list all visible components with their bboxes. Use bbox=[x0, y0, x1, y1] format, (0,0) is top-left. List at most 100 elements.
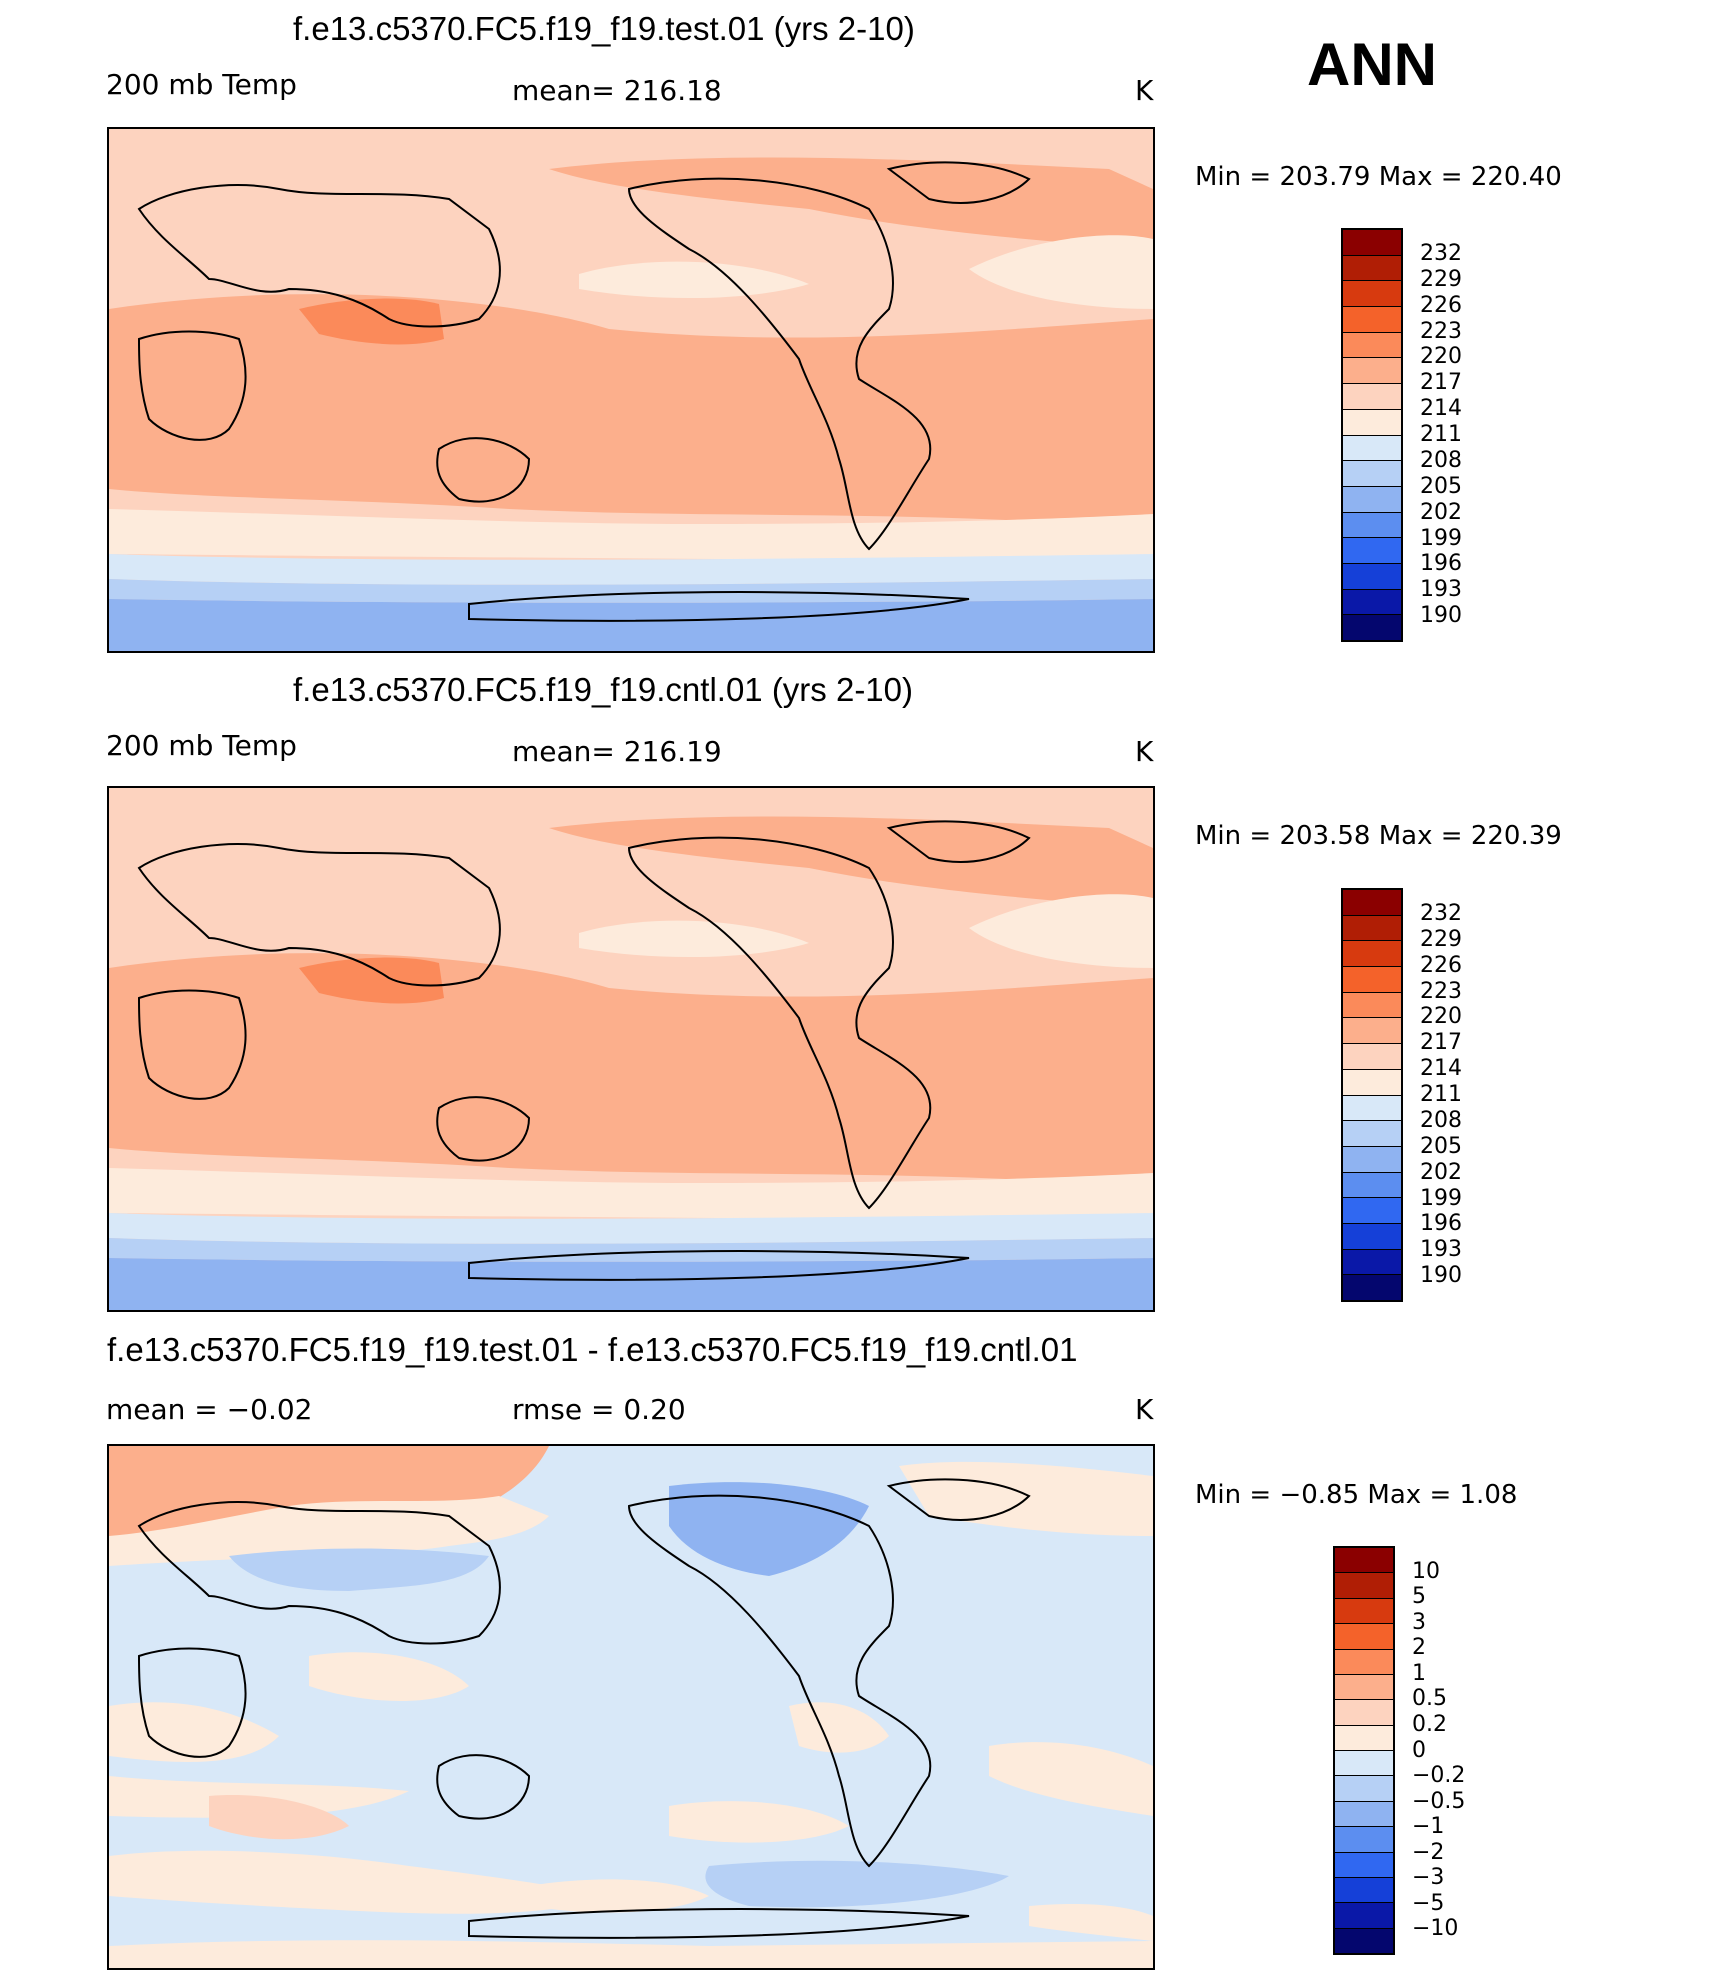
colorbar-tick-label: 208 bbox=[1420, 1107, 1462, 1133]
colorbar-swatch bbox=[1343, 230, 1401, 256]
colorbar-swatch bbox=[1335, 1928, 1393, 1953]
panel1-colorbar bbox=[1341, 228, 1403, 642]
panel1-variable-label: 200 mb Temp bbox=[106, 68, 297, 101]
panel2-min-label: Min bbox=[1195, 821, 1242, 851]
panel3-min-label: Min bbox=[1195, 1480, 1242, 1510]
panel3-minmax: Min = −0.85 Max = 1.08 bbox=[1195, 1480, 1518, 1510]
colorbar-swatch bbox=[1343, 563, 1401, 590]
colorbar-tick-label: 226 bbox=[1420, 952, 1462, 978]
colorbar-swatch bbox=[1343, 384, 1401, 410]
panel1-min-label: Min bbox=[1195, 162, 1242, 192]
colorbar-tick-label: 199 bbox=[1420, 525, 1462, 551]
colorbar-swatch bbox=[1335, 1827, 1393, 1853]
panel2-max-label: Max bbox=[1378, 821, 1433, 851]
colorbar-swatch bbox=[1335, 1751, 1393, 1777]
colorbar-swatch bbox=[1343, 1198, 1401, 1224]
colorbar-tick-label: 196 bbox=[1420, 1211, 1462, 1237]
colorbar-tick-label: 217 bbox=[1420, 1030, 1462, 1056]
colorbar-tick-label: 205 bbox=[1420, 473, 1462, 499]
colorbar-swatch bbox=[1343, 890, 1401, 916]
panel2-min-value: 203.58 bbox=[1279, 821, 1371, 851]
colorbar-swatch bbox=[1343, 307, 1401, 333]
colorbar-swatch bbox=[1343, 409, 1401, 436]
colorbar-swatch bbox=[1343, 941, 1401, 968]
colorbar-tick-label: 190 bbox=[1420, 1263, 1462, 1289]
panel1-colorbar-labels: 232 229 226 223 220 217 214 211 208 205 202 199 196 1… bbox=[1420, 228, 1500, 642]
colorbar-tick-label: 5 bbox=[1412, 1584, 1426, 1610]
colorbar-tick-label: 202 bbox=[1420, 1159, 1462, 1185]
colorbar-tick-label: 193 bbox=[1420, 1237, 1462, 1263]
panel1-title: f.e13.c5370.FC5.f19_f19.test.01 (yrs 2-1… bbox=[293, 10, 915, 47]
colorbar-swatch bbox=[1343, 1121, 1401, 1147]
colorbar-tick-label: 3 bbox=[1412, 1609, 1426, 1635]
colorbar-tick-label: 1 bbox=[1412, 1660, 1426, 1686]
colorbar-swatch bbox=[1335, 1548, 1393, 1574]
colorbar-swatch bbox=[1343, 1044, 1401, 1070]
colorbar-swatch bbox=[1343, 915, 1401, 942]
colorbar-swatch bbox=[1335, 1700, 1393, 1726]
colorbar-swatch bbox=[1343, 435, 1401, 462]
colorbar-tick-label: 211 bbox=[1420, 1082, 1462, 1107]
colorbar-swatch bbox=[1343, 589, 1401, 616]
colorbar-swatch bbox=[1343, 992, 1401, 1019]
panel3-colorbar-labels: 10 5 3 2 1 0.5 0.2 0 −0.2 −0.5 −1 −2 −3 −5 −10 bbox=[1412, 1546, 1502, 1955]
colorbar-swatch bbox=[1335, 1649, 1393, 1675]
colorbar-swatch bbox=[1335, 1725, 1393, 1751]
panel3-min-value: −0.85 bbox=[1279, 1480, 1360, 1510]
panel2-max-value: 220.39 bbox=[1470, 821, 1562, 851]
colorbar-swatch bbox=[1343, 1146, 1401, 1173]
colorbar-tick-label: 220 bbox=[1420, 1004, 1462, 1030]
colorbar-tick-label: 0.5 bbox=[1412, 1686, 1447, 1712]
colorbar-swatch bbox=[1343, 1223, 1401, 1250]
colorbar-swatch bbox=[1343, 1249, 1401, 1276]
colorbar-swatch bbox=[1343, 538, 1401, 564]
panel1-mean-label: mean= 216.18 bbox=[512, 74, 722, 107]
colorbar-swatch bbox=[1335, 1903, 1393, 1929]
colorbar-tick-label: 229 bbox=[1420, 266, 1462, 292]
colorbar-tick-label: 2 bbox=[1412, 1635, 1426, 1661]
colorbar-tick-label: −5 bbox=[1412, 1890, 1445, 1916]
panel1-max-value: 220.40 bbox=[1470, 162, 1562, 192]
colorbar-swatch bbox=[1343, 255, 1401, 282]
colorbar-swatch bbox=[1343, 1018, 1401, 1045]
colorbar-tick-label: −3 bbox=[1412, 1865, 1445, 1891]
colorbar-tick-label: 0.2 bbox=[1412, 1711, 1447, 1737]
colorbar-tick-label: 214 bbox=[1420, 396, 1462, 422]
panel1-map bbox=[107, 127, 1155, 653]
colorbar-tick-label: 0 bbox=[1412, 1737, 1426, 1763]
colorbar-swatch bbox=[1335, 1674, 1393, 1701]
panel1-max-label: Max bbox=[1378, 162, 1433, 192]
colorbar-tick-label: 220 bbox=[1420, 344, 1462, 370]
panel2-colorbar-labels: 232 229 226 223 220 217 214 211 208 205 202 199 196 1… bbox=[1420, 888, 1500, 1302]
panel3-max-value: 1.08 bbox=[1459, 1480, 1518, 1510]
panel2-map bbox=[107, 786, 1155, 1312]
panel3-title: f.e13.c5370.FC5.f19_f19.test.01 - f.e13.… bbox=[107, 1331, 1078, 1368]
colorbar-swatch bbox=[1335, 1776, 1393, 1802]
panel3-rmse-label: rmse = 0.20 bbox=[512, 1393, 686, 1426]
panel1-min-value: 203.79 bbox=[1279, 162, 1371, 192]
colorbar-swatch bbox=[1335, 1877, 1393, 1904]
colorbar-tick-label: 223 bbox=[1420, 318, 1462, 344]
panel2-units: K bbox=[1135, 735, 1154, 768]
colorbar-tick-label: 211 bbox=[1420, 422, 1462, 447]
colorbar-tick-label: 232 bbox=[1420, 900, 1462, 926]
colorbar-tick-label: 217 bbox=[1420, 370, 1462, 396]
colorbar-tick-label: 229 bbox=[1420, 926, 1462, 952]
panel3-mean-label: mean = −0.02 bbox=[106, 1393, 313, 1426]
colorbar-tick-label: 226 bbox=[1420, 292, 1462, 318]
colorbar-swatch bbox=[1343, 358, 1401, 385]
colorbar-tick-label: 205 bbox=[1420, 1133, 1462, 1159]
colorbar-swatch bbox=[1343, 1095, 1401, 1122]
panel2-title: f.e13.c5370.FC5.f19_f19.cntl.01 (yrs 2-1… bbox=[293, 671, 914, 708]
colorbar-tick-label: 199 bbox=[1420, 1185, 1462, 1211]
colorbar-swatch bbox=[1335, 1624, 1393, 1650]
panel2-mean-label: mean= 216.19 bbox=[512, 735, 722, 768]
panel1-units: K bbox=[1135, 74, 1154, 107]
colorbar-tick-label: −2 bbox=[1412, 1839, 1445, 1865]
colorbar-swatch bbox=[1335, 1598, 1393, 1625]
colorbar-swatch bbox=[1343, 486, 1401, 513]
panel2-variable-label: 200 mb Temp bbox=[106, 729, 297, 762]
panel3-max-label: Max bbox=[1367, 1480, 1422, 1510]
colorbar-tick-label: 214 bbox=[1420, 1056, 1462, 1082]
panel2-colorbar bbox=[1341, 888, 1403, 1302]
